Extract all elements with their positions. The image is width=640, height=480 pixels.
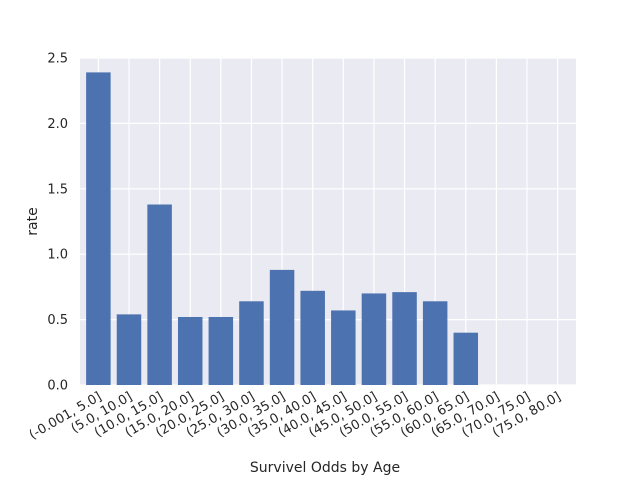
bar	[86, 72, 111, 385]
bars	[86, 72, 479, 385]
bar	[331, 310, 356, 385]
x-axis-label: Survivel Odds by Age	[250, 460, 400, 476]
bar	[269, 269, 295, 385]
bar	[453, 332, 479, 385]
x-tick-labels: (-0.001, 5.0](5.0, 10.0](10.0, 15.0](15.…	[27, 389, 564, 442]
y-tick-labels: 0.0 0.5 1.0 1.5 2.0 2.5	[47, 52, 68, 394]
y-tick-label: 1.0	[47, 248, 68, 263]
bar	[208, 316, 234, 385]
y-tick-label: 2.5	[47, 52, 68, 67]
bar	[422, 301, 448, 385]
y-tick-label: 0.5	[47, 313, 68, 328]
bar	[147, 204, 172, 385]
bar	[116, 314, 142, 385]
bar	[361, 293, 387, 385]
y-tick-label: 0.0	[47, 379, 68, 394]
y-tick-label: 2.0	[47, 117, 68, 132]
bar	[239, 301, 264, 385]
y-tick-label: 1.5	[47, 182, 68, 197]
bar	[300, 290, 325, 385]
bar	[177, 316, 203, 385]
bar	[392, 292, 417, 385]
y-axis-label: rate	[25, 207, 41, 235]
